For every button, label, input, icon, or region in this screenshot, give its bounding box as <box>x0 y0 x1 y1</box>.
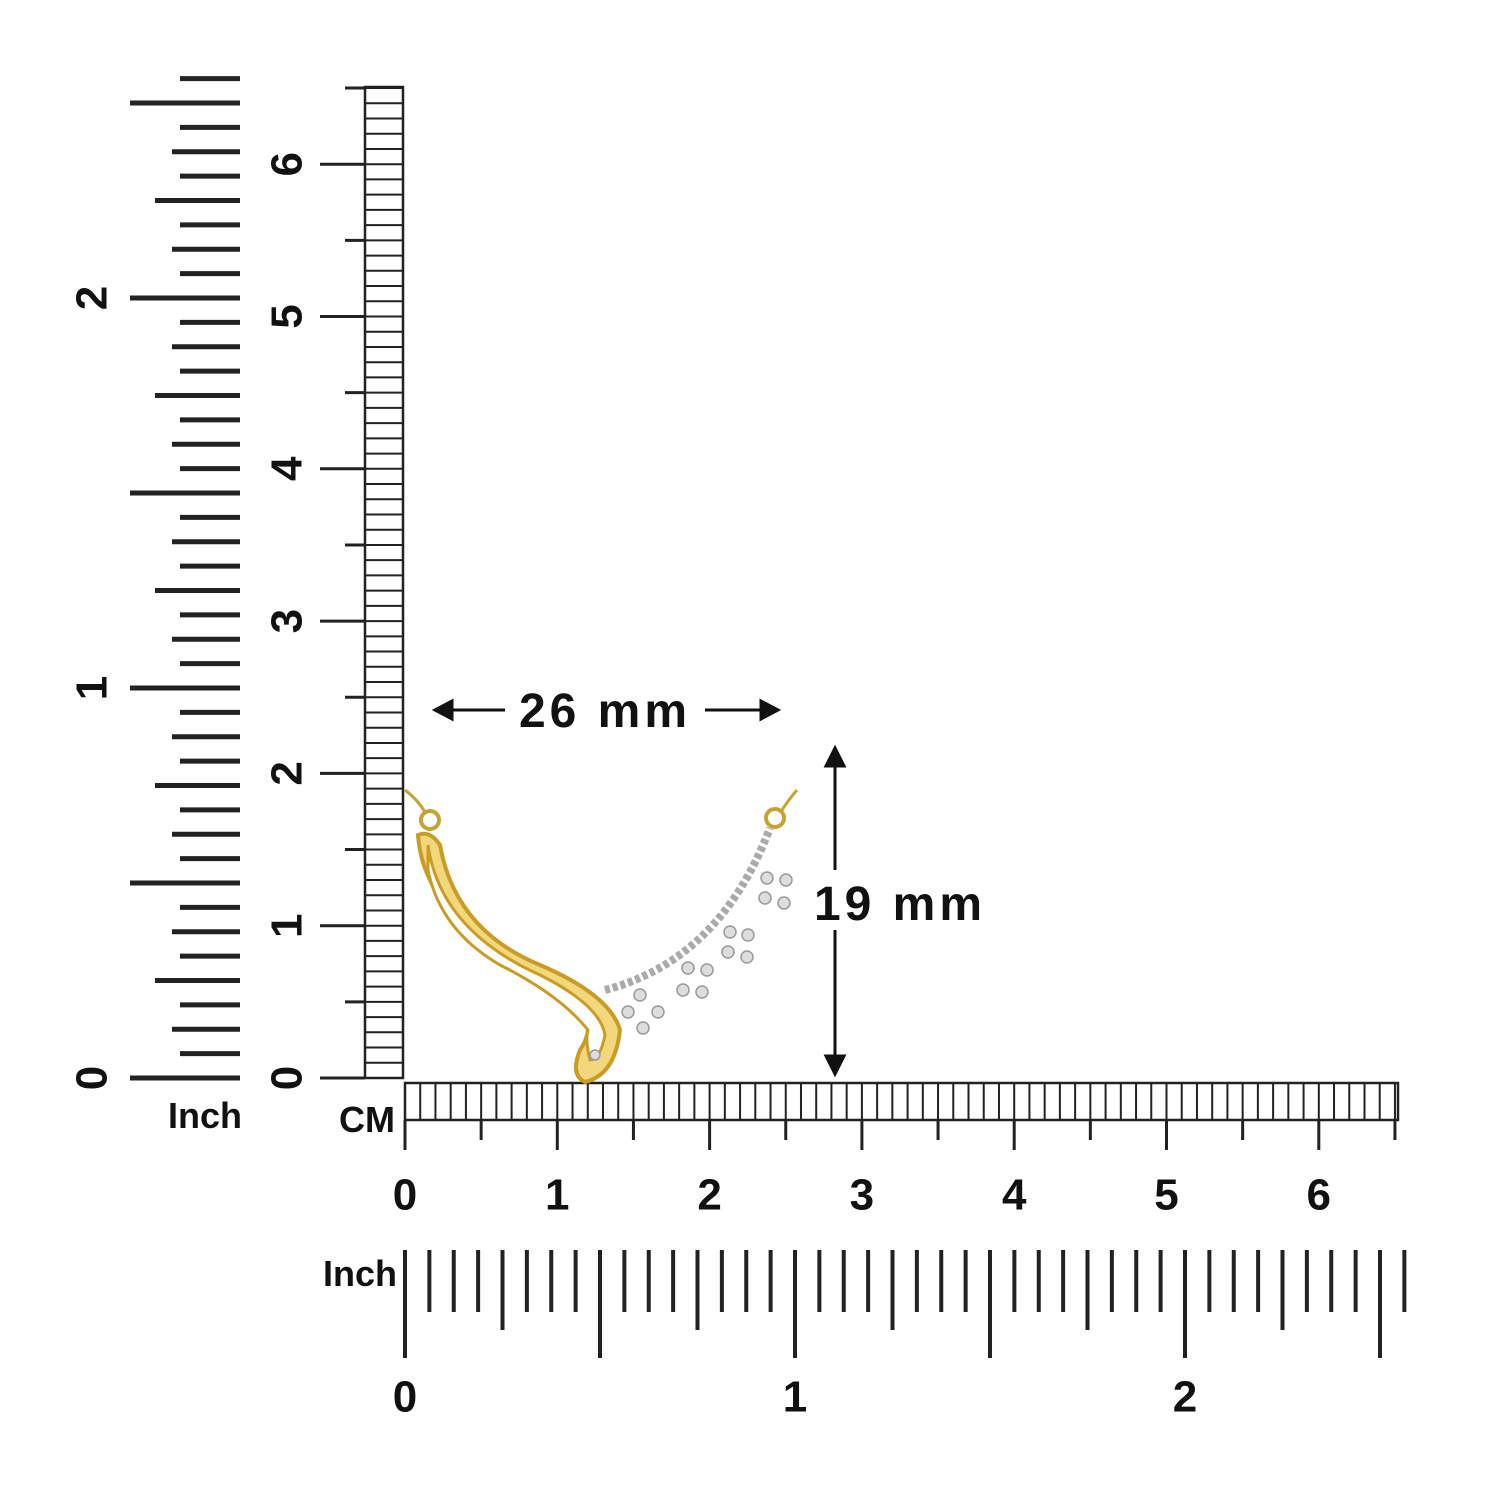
ruler-label: 0 <box>68 1066 117 1090</box>
ruler-label: 0 <box>393 1373 417 1422</box>
ruler-strip <box>363 85 405 1080</box>
ruler-label: 5 <box>1154 1171 1178 1220</box>
ruler-label: 1 <box>68 676 117 700</box>
ruler-label: 1 <box>783 1373 807 1422</box>
ruler-label: 0 <box>263 1066 312 1090</box>
ruler-label: 2 <box>697 1171 721 1220</box>
ruler-label: 4 <box>1002 1171 1027 1220</box>
ruler-label: 3 <box>850 1171 874 1220</box>
ruler-label: 5 <box>263 304 312 328</box>
ruler-strip <box>403 1081 1400 1122</box>
ruler-label: 1 <box>545 1171 569 1220</box>
ruler-label: 4 <box>263 456 312 481</box>
unit-label: Inch <box>323 1253 397 1294</box>
unit-label: Inch <box>168 1095 242 1136</box>
height-label: 19 mm <box>814 878 986 931</box>
ruler-label: 6 <box>263 152 312 176</box>
ruler-label: 2 <box>1173 1373 1197 1422</box>
width-label: 26 mm <box>519 685 691 738</box>
dimension-arrows <box>431 698 847 1078</box>
ruler-label: 6 <box>1307 1171 1331 1220</box>
pendant <box>404 788 799 1085</box>
ruler-label: 2 <box>68 286 117 310</box>
ruler-label: 3 <box>263 609 312 633</box>
unit-label: CM <box>339 1099 395 1140</box>
rulers <box>130 76 1407 1358</box>
ruler-label: 2 <box>263 761 312 785</box>
ruler-label: 1 <box>263 913 312 937</box>
ruler-label: 0 <box>393 1171 417 1220</box>
